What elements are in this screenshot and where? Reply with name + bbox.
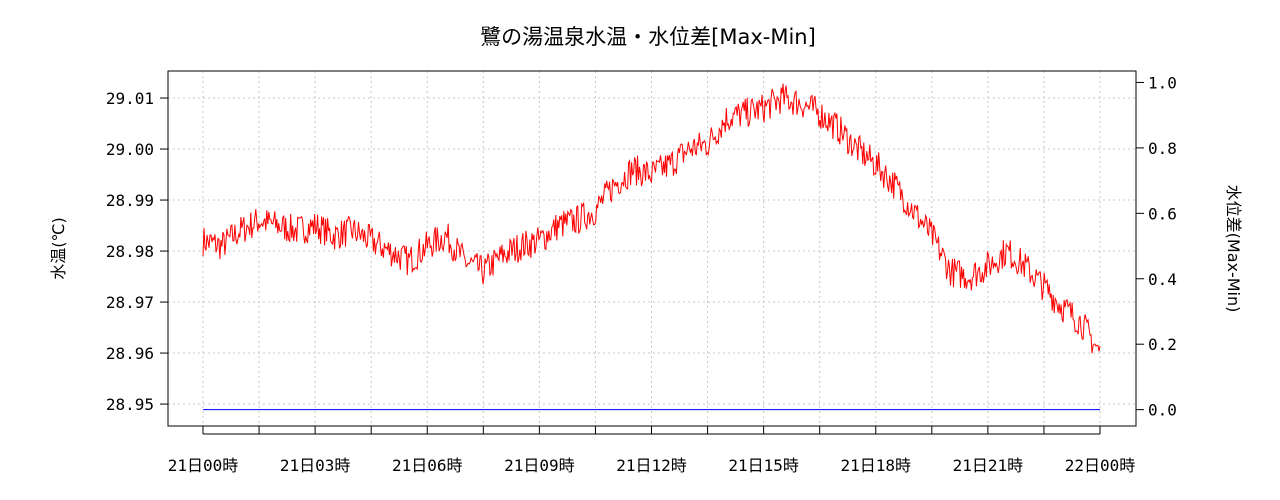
x-tick-label: 21日15時 [728,456,799,475]
x-tick-label: 21日03時 [280,456,351,475]
y-axis-left: 28.95 28.96 28.97 28.98 28.99 29.00 29.01 [106,89,168,414]
y-right-tick-label: 0.8 [1148,139,1177,158]
y-axis-right: 0.0 0.2 0.4 0.6 0.8 1.0 [1136,73,1177,420]
y-right-tick-label: 0.2 [1148,335,1177,354]
x-tick-label: 21日18時 [840,456,911,475]
y-left-tick-label: 28.97 [106,293,154,312]
x-tick-label: 21日06時 [392,456,463,475]
y-right-tick-label: 0.0 [1148,401,1177,420]
y-right-tick-label: 1.0 [1148,73,1177,92]
gridlines [168,71,1136,426]
y-axis-left-label: 水温(℃) [49,217,68,279]
series-layer [202,83,1101,411]
x-axis: 21日00時 21日03時 21日06時 21日09時 21日12時 21日15時 21日1… [168,426,1136,475]
x-tick-label: 21日00時 [168,456,239,475]
y-left-tick-label: 28.99 [106,191,154,210]
water-temperature-line [202,83,1101,354]
y-right-tick-label: 0.6 [1148,204,1177,223]
y-left-tick-label: 28.96 [106,344,154,363]
y-left-tick-label: 29.01 [106,89,154,108]
y-left-tick-label: 29.00 [106,140,154,159]
chart-title: 鷺の湯温泉水温・水位差[Max-Min] [480,25,816,49]
y-left-tick-label: 28.95 [106,395,154,414]
x-tick-label: 21日12時 [616,456,687,475]
x-tick-label: 21日21時 [953,456,1024,475]
y-right-tick-label: 0.4 [1148,270,1177,289]
y-left-tick-label: 28.98 [106,242,154,261]
x-tick-label: 22日00時 [1065,456,1136,475]
x-tick-label: 21日09時 [504,456,575,475]
y-axis-right-label: 水位差(Max-Min) [1224,185,1243,313]
